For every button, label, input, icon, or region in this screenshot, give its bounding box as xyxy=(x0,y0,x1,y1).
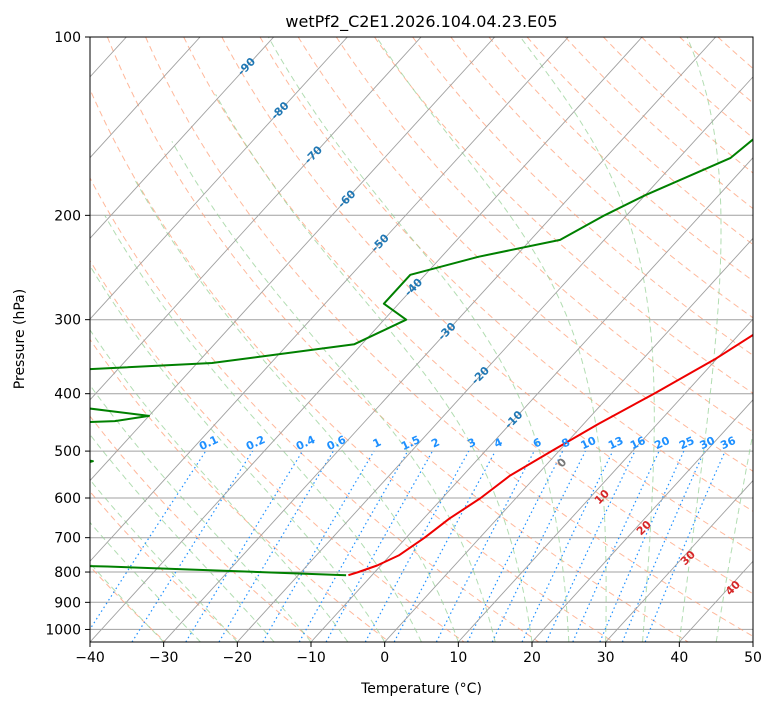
y-tick-label: 1000 xyxy=(45,622,81,638)
x-axis-ticks: −40 −30 −20 −10 0 10 20 30 40 50 xyxy=(75,642,762,666)
dry-adiabats xyxy=(90,37,753,642)
chart-title: wetPf2_C2E1.2026.104.04.23.E05 xyxy=(285,12,557,32)
isotherm-line xyxy=(90,37,496,482)
dry-adiabat-line xyxy=(335,37,753,433)
mixing-ratio-label: 20 xyxy=(652,434,672,452)
mixing-ratio-label: 36 xyxy=(718,434,738,452)
moist-adiabat-line xyxy=(90,264,386,642)
moist-adiabat-line xyxy=(519,37,655,642)
moist-adiabat-line xyxy=(90,521,201,642)
x-axis-label: Temperature (°C) xyxy=(360,681,482,697)
mixing-ratio-label: 10 xyxy=(579,434,599,452)
mixing-ratio-line xyxy=(364,450,470,642)
mixing-ratio-line xyxy=(262,450,375,642)
moist-adiabat-line xyxy=(715,430,753,642)
x-tick-label: −20 xyxy=(223,650,253,666)
mixing-ratio-label: 13 xyxy=(606,434,625,452)
y-tick-label: 700 xyxy=(54,531,81,547)
dry-adiabat-line xyxy=(90,88,614,642)
y-tick-label: 500 xyxy=(54,444,81,460)
mixing-ratio-line xyxy=(545,450,636,642)
isotherm-line xyxy=(605,479,753,642)
x-tick-label: −10 xyxy=(296,650,326,666)
temperature-profile-line xyxy=(348,333,753,577)
dry-adiabat-line xyxy=(90,177,540,642)
x-tick-label: −40 xyxy=(75,650,105,666)
moist-adiabat-line xyxy=(267,37,570,642)
sounding-profiles xyxy=(90,138,753,577)
moist-adiabat-line xyxy=(104,215,422,642)
moist-adiabat-line xyxy=(90,433,275,642)
y-axis-label: Pressure (hPa) xyxy=(12,289,28,389)
x-tick-label: 40 xyxy=(670,650,688,666)
moist-adiabat-line xyxy=(90,479,238,642)
y-tick-label: 800 xyxy=(54,565,81,581)
mixing-ratio-lines xyxy=(90,450,726,642)
isotherm-line xyxy=(90,37,569,562)
x-tick-label: 20 xyxy=(523,650,541,666)
dry-adiabat-line xyxy=(412,37,753,356)
y-axis-ticks: 100 200 300 400 500 600 700 800 900 1000 xyxy=(45,30,90,638)
mixing-ratio-line xyxy=(218,450,334,642)
isotherm-line xyxy=(310,156,753,642)
mixing-ratio-line xyxy=(393,450,496,642)
moist-adiabat-line xyxy=(215,94,533,642)
moist-adiabat-line xyxy=(90,329,349,642)
isotherm-line xyxy=(90,37,275,240)
x-tick-label: 0 xyxy=(380,650,389,666)
dry-adiabat-line xyxy=(526,37,753,246)
isotherm-line xyxy=(90,37,201,159)
mixing-ratio-label: 30 xyxy=(698,434,718,452)
moist-adiabat-line xyxy=(90,562,165,642)
mixing-ratio-line xyxy=(90,450,207,631)
isotherm-line xyxy=(163,37,717,642)
x-tick-label: 10 xyxy=(449,650,467,666)
dewpoint-profile-line xyxy=(90,138,753,577)
x-tick-label: −30 xyxy=(149,650,179,666)
mixing-ratio-label: 25 xyxy=(677,434,696,452)
dry-adiabat-line xyxy=(90,338,390,642)
moist-adiabat-line xyxy=(171,141,496,642)
isotherm-line xyxy=(531,399,753,642)
moist-adiabats xyxy=(90,37,753,642)
isotherm-line xyxy=(236,76,753,642)
y-tick-label: 200 xyxy=(54,208,81,224)
plot-frame xyxy=(89,36,754,643)
dry-adiabat-line xyxy=(90,490,241,642)
isotherm-line xyxy=(384,237,753,642)
dry-adiabat-line xyxy=(564,37,753,210)
mixing-ratio-line xyxy=(466,450,564,642)
isotherm-line xyxy=(457,318,753,642)
y-tick-label: 600 xyxy=(54,491,81,507)
moist-adiabat-line xyxy=(135,180,459,642)
dry-adiabat-line xyxy=(259,37,753,512)
dry-adiabat-line xyxy=(450,37,753,319)
y-tick-label: 900 xyxy=(54,595,81,611)
y-tick-label: 100 xyxy=(54,30,81,46)
dry-adiabat-line xyxy=(183,37,753,595)
moist-adiabat-line xyxy=(678,37,722,642)
isotherm-line xyxy=(90,37,422,401)
mixing-ratio-label: 16 xyxy=(628,434,648,452)
dry-adiabat-line xyxy=(297,37,753,472)
dry-adiabat-line xyxy=(145,37,753,637)
y-tick-label: 400 xyxy=(54,387,81,403)
mixing-ratio-line xyxy=(521,450,614,642)
x-tick-label: 50 xyxy=(744,650,762,666)
x-tick-label: 30 xyxy=(597,650,615,666)
y-tick-label: 300 xyxy=(54,313,81,329)
mixing-ratio-line xyxy=(131,450,254,642)
moist-adiabat-line xyxy=(90,384,312,642)
mixing-ratio-line xyxy=(185,450,304,642)
isotherm-line xyxy=(90,37,348,320)
moist-adiabat-line xyxy=(375,37,607,642)
dry-adiabat-line xyxy=(106,37,689,642)
